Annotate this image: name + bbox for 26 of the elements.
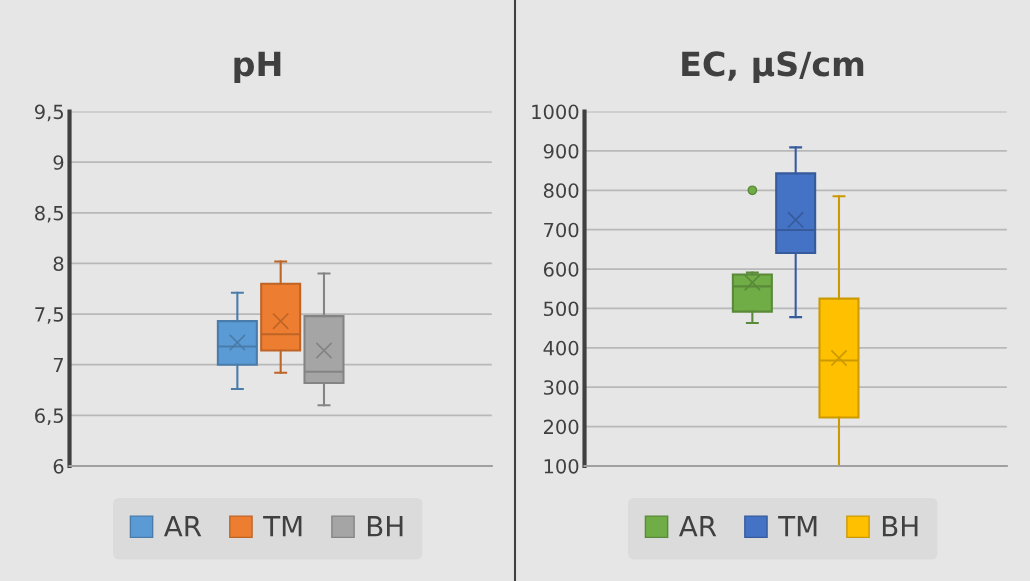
y-tick-label: 7,5 <box>35 307 63 324</box>
y-tick-label: 9,5 <box>34 104 63 122</box>
y-tick-label: 200 <box>543 419 579 435</box>
legend-label: TM <box>778 516 817 537</box>
y-tick-label: 400 <box>543 340 579 356</box>
y-tick-label: 9 <box>53 155 64 170</box>
y-tick-label: 500 <box>544 301 579 317</box>
y-tick-label: 8 <box>53 256 64 272</box>
y-tick-label: 700 <box>544 222 579 238</box>
y-tick-label: 7 <box>53 357 63 373</box>
y-tick-label: 300 <box>544 380 579 395</box>
y-tick-label: 6 <box>53 458 64 474</box>
legend-label: BH <box>367 516 403 537</box>
legend-label: AR <box>678 516 717 537</box>
y-tick-label: 600 <box>543 262 579 277</box>
y-tick-label: 1000 <box>532 104 579 120</box>
chart-title: pH <box>234 51 281 83</box>
y-tick-label: 900 <box>543 143 579 159</box>
legend-label: TM <box>263 516 302 537</box>
legend-label: BH <box>882 516 918 537</box>
y-tick-label: 800 <box>543 183 579 198</box>
chart-title: EC, µS/cm <box>682 51 864 83</box>
y-tick-label: 8,5 <box>35 205 63 223</box>
y-tick-label: 6,5 <box>35 408 63 425</box>
legend-label: AR <box>163 516 202 537</box>
y-tick-label: 100 <box>544 458 579 474</box>
